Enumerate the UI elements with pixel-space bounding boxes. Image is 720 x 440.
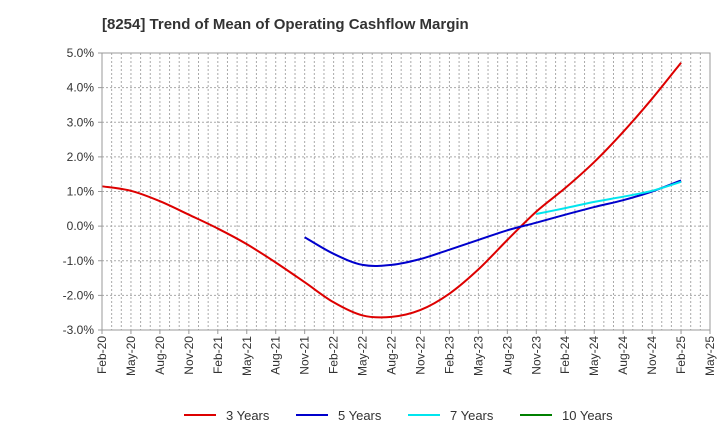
- series-line-5-years: [304, 179, 682, 267]
- legend-label-10-years: 10 Years: [562, 407, 613, 423]
- x-tick-label: Aug-20: [153, 336, 167, 375]
- x-tick-label: May-24: [587, 336, 601, 376]
- y-tick-label: 4.0%: [67, 81, 95, 95]
- x-tick-label: Nov-20: [182, 336, 196, 375]
- x-tick-label: May-23: [471, 336, 485, 376]
- x-tick-label: May-22: [356, 336, 370, 376]
- x-tick-label: Feb-23: [442, 336, 456, 374]
- x-tick-label: Nov-21: [298, 336, 312, 375]
- legend-label-3-years: 3 Years: [226, 407, 270, 423]
- legend-item-5-years: 5 Years: [296, 404, 381, 426]
- x-tick-label: Nov-22: [413, 336, 427, 375]
- y-tick-label: 5.0%: [67, 46, 95, 60]
- y-tick-label: 0.0%: [67, 219, 95, 233]
- legend-swatch-3-years: [184, 414, 216, 416]
- series-lines: [101, 62, 682, 319]
- chart-title: [8254] Trend of Mean of Operating Cashfl…: [102, 16, 469, 33]
- legend-item-7-years: 7 Years: [408, 404, 493, 426]
- legend-item-10-years: 10 Years: [520, 404, 613, 426]
- x-tick-label: Feb-22: [327, 336, 341, 374]
- y-axis-ticks: 5.0% 4.0% 3.0% 2.0% 1.0% 0.0% -1.0% -2.0% -3.0%: [63, 46, 102, 337]
- x-tick-label: Feb-21: [211, 336, 225, 374]
- x-tick-label: Feb-25: [674, 336, 688, 374]
- legend-label-5-years: 5 Years: [338, 407, 382, 423]
- y-tick-label: -1.0%: [63, 254, 95, 268]
- legend-swatch-7-years: [408, 414, 440, 416]
- x-tick-label: May-21: [240, 336, 254, 376]
- legend-label-7-years: 7 Years: [450, 407, 494, 423]
- x-axis-ticks: Feb-20 May-20 Aug-20 Nov-20 Feb-21 May-21 Aug-…: [95, 330, 717, 376]
- x-tick-label: Aug-24: [616, 336, 630, 375]
- x-tick-label: Aug-23: [500, 336, 514, 375]
- series-line-7-years: [536, 180, 682, 215]
- x-tick-label: Nov-23: [529, 336, 543, 375]
- x-tick-label: Feb-20: [95, 336, 109, 374]
- x-tick-label: Aug-22: [385, 336, 399, 375]
- y-tick-label: 2.0%: [67, 150, 95, 164]
- legend-swatch-5-years: [296, 414, 328, 416]
- x-tick-label: May-25: [703, 336, 717, 376]
- y-tick-label: 1.0%: [67, 185, 95, 199]
- x-tick-label: Feb-24: [558, 336, 572, 374]
- y-tick-label: -2.0%: [63, 288, 95, 302]
- legend-swatch-10-years: [520, 414, 552, 416]
- y-tick-label: 3.0%: [67, 115, 95, 129]
- y-tick-label: -3.0%: [63, 323, 95, 337]
- legend: 3 Years 5 Years 7 Years 10 Years: [0, 404, 720, 426]
- series-line-3-years: [101, 62, 682, 319]
- x-tick-label: Aug-21: [269, 336, 283, 375]
- x-tick-label: May-20: [124, 336, 138, 376]
- legend-item-3-years: 3 Years: [184, 404, 269, 426]
- x-tick-label: Nov-24: [645, 336, 659, 375]
